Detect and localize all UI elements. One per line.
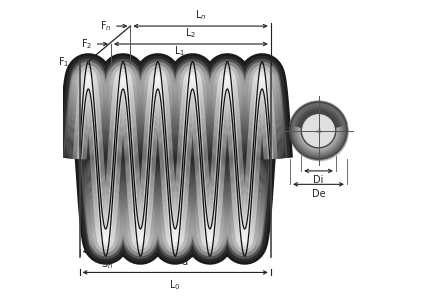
- Circle shape: [301, 113, 336, 148]
- Text: De: De: [312, 188, 325, 199]
- Text: S$_n$: S$_n$: [101, 257, 113, 271]
- Circle shape: [291, 104, 348, 161]
- Text: F$_2$: F$_2$: [81, 37, 93, 51]
- Text: F$_n$: F$_n$: [100, 19, 112, 33]
- Text: F$_1$: F$_1$: [58, 55, 69, 69]
- Text: L$_1$: L$_1$: [174, 44, 185, 58]
- Text: L$_n$: L$_n$: [195, 9, 206, 22]
- Text: Di: Di: [313, 175, 324, 185]
- Text: d: d: [181, 257, 187, 267]
- Circle shape: [290, 102, 347, 159]
- Text: L$_0$: L$_0$: [170, 278, 181, 292]
- Text: L$_2$: L$_2$: [185, 27, 196, 40]
